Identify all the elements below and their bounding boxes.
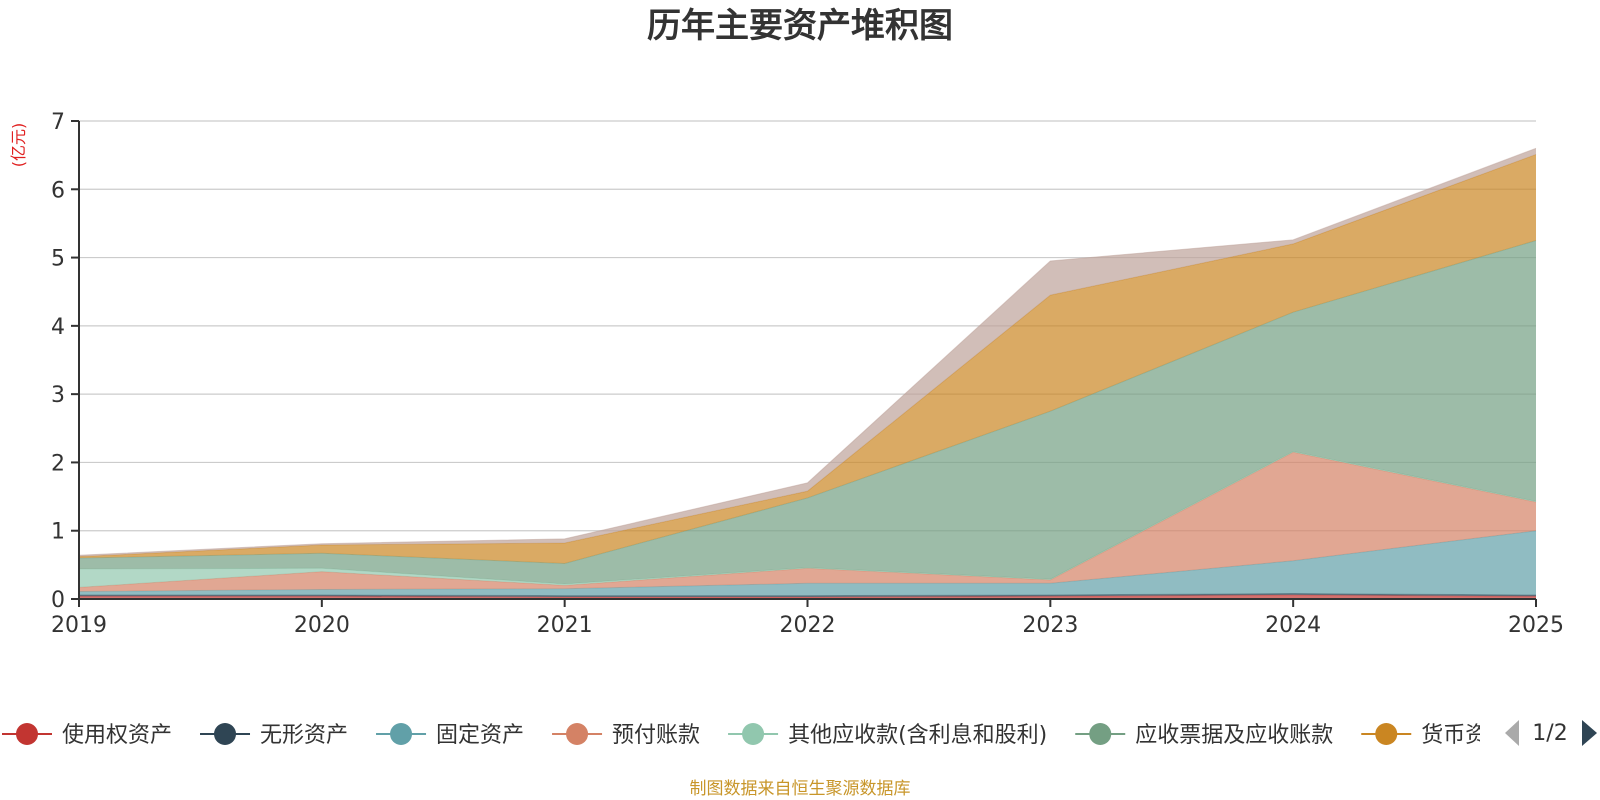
area-预付账款 bbox=[79, 452, 1536, 592]
legend-label: 应收票据及应收账款 bbox=[1135, 723, 1333, 748]
y-axis-unit: (亿元) bbox=[9, 123, 28, 168]
y-tick-label: 3 bbox=[51, 383, 65, 408]
legend-page-indicator: 1/2 bbox=[1532, 721, 1567, 746]
legend-item-固定资产[interactable]: 固定资产 bbox=[376, 723, 524, 748]
y-tick-label: 6 bbox=[51, 178, 65, 203]
legend-marker-icon bbox=[1375, 723, 1398, 745]
chart-title: 历年主要资产堆积图 bbox=[647, 6, 953, 46]
x-tick-label: 2024 bbox=[1265, 613, 1321, 638]
y-tick-label: 1 bbox=[51, 520, 65, 545]
tick-labels: 0 1 2 3 4 5 6 7 2019 2020 2021 2022 2023 2024 2025 bbox=[51, 110, 1564, 638]
x-tick-label: 2019 bbox=[51, 613, 107, 638]
legend-item-无形资产[interactable]: 无形资产 bbox=[200, 723, 348, 748]
legend-label: 无形资产 bbox=[260, 723, 348, 748]
legend-label: 固定资产 bbox=[436, 723, 524, 748]
data-source-note: 制图数据来自恒生聚源数据库 bbox=[690, 779, 911, 799]
axes bbox=[71, 120, 1537, 607]
x-tick-label: 2020 bbox=[294, 613, 350, 638]
legend-item-其他应收款(含利息和股利)[interactable]: 其他应收款(含利息和股利) bbox=[728, 723, 1047, 748]
legend-marker-icon bbox=[16, 723, 38, 745]
legend-marker-icon bbox=[214, 723, 237, 745]
y-tick-label: 0 bbox=[51, 588, 65, 613]
legend-prev-page-icon[interactable] bbox=[1505, 720, 1519, 746]
x-tick-label: 2022 bbox=[780, 613, 836, 638]
legend-marker-icon bbox=[1089, 723, 1112, 745]
legend-marker-icon bbox=[566, 723, 589, 745]
area-固定资产 bbox=[79, 530, 1536, 596]
legend-item-使用权资产[interactable]: 使用权资产 bbox=[2, 723, 172, 748]
area-应收票据及应收账款 bbox=[79, 240, 1536, 584]
x-tick-label: 2021 bbox=[537, 613, 593, 638]
series-areas bbox=[78, 147, 1537, 599]
legend: 使用权资产 无形资产 固定资产 预付账款 其他应收款(含利息和股利) 应收票据及应收账款 货… bbox=[2, 723, 1509, 748]
y-tick-label: 7 bbox=[51, 110, 65, 135]
legend-marker-icon bbox=[390, 723, 413, 745]
legend-pager: 1/2 bbox=[1505, 720, 1597, 746]
area-其他应收款(含利息和股利) bbox=[79, 451, 1536, 588]
legend-marker-icon bbox=[742, 723, 765, 745]
gridlines bbox=[79, 120, 1536, 532]
legend-item-应收票据及应收账款[interactable]: 应收票据及应收账款 bbox=[1075, 723, 1333, 748]
legend-label: 货币资金 bbox=[1421, 723, 1509, 748]
legend-label: 其他应收款(含利息和股利) bbox=[788, 723, 1047, 748]
y-tick-label: 4 bbox=[51, 315, 65, 340]
x-tick-label: 2023 bbox=[1022, 613, 1078, 638]
y-tick-label: 2 bbox=[51, 451, 65, 476]
legend-next-page-icon[interactable] bbox=[1582, 720, 1597, 746]
legend-label: 预付账款 bbox=[612, 723, 700, 748]
y-tick-label: 5 bbox=[51, 247, 65, 272]
legend-label: 使用权资产 bbox=[62, 723, 172, 748]
line-其他 bbox=[78, 147, 1537, 556]
x-tick-label: 2025 bbox=[1508, 613, 1564, 638]
legend-item-货币资金[interactable]: 货币资金 bbox=[1361, 723, 1509, 748]
legend-item-预付账款[interactable]: 预付账款 bbox=[552, 723, 700, 748]
